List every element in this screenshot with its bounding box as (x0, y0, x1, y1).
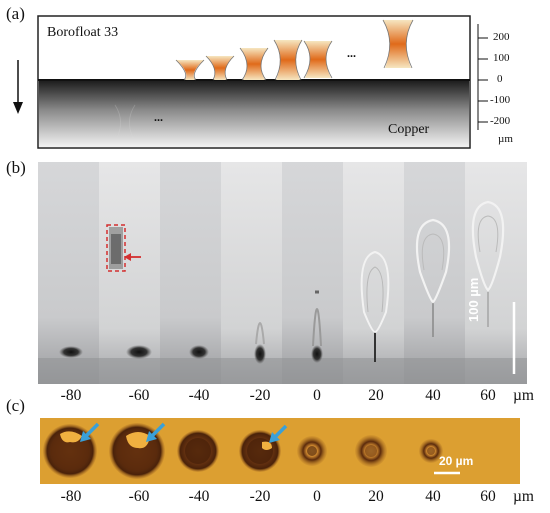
focus-beam (303, 40, 333, 79)
blue-arrow (146, 422, 166, 442)
position-label: -20 (249, 387, 271, 404)
panel-b-label: (b) (6, 158, 26, 177)
position-label: 60 (480, 488, 496, 505)
unit-label: µm (513, 488, 534, 505)
position-label: 60 (480, 387, 496, 404)
position-label: 20 (368, 387, 384, 404)
unit-label: µm (513, 387, 534, 404)
panel-a-diagram (13, 15, 488, 149)
damage-site (254, 322, 266, 364)
damage-site (471, 200, 505, 327)
position-label: -60 (128, 488, 150, 505)
scale-tick-label: 200 (493, 31, 510, 43)
damage-site (415, 218, 451, 337)
direction-arrowhead (13, 102, 23, 114)
focus-beam-faint (114, 104, 136, 139)
ellipsis-top: ... (347, 46, 356, 60)
scale-bar-c-label: 20 µm (439, 454, 474, 468)
damage-site (311, 290, 323, 363)
damage-site (126, 345, 152, 359)
scale-tick-label: -200 (490, 115, 511, 127)
blue-arrow (269, 424, 288, 443)
top-material-label: Borofloat 33 (47, 25, 119, 40)
focus-beam (239, 47, 269, 81)
position-label: -60 (128, 387, 150, 404)
crater-spot (419, 439, 443, 463)
scale-unit-label: µm (498, 133, 513, 145)
ellipsis-bottom: ... (154, 110, 163, 124)
position-label: -80 (60, 488, 82, 505)
copper-region (39, 80, 469, 147)
panel-b-micrograph (38, 162, 527, 384)
blue-arrow (80, 422, 100, 442)
scale-bar-b-label: 100 µm (466, 277, 481, 322)
scale-tick-label: 100 (493, 52, 510, 64)
crater-spot (355, 435, 387, 467)
scale-tick-label: -100 (490, 94, 511, 106)
position-label: 40 (425, 488, 441, 505)
panel-a-label: (a) (6, 4, 25, 23)
scale-tick-label: 0 (497, 73, 503, 85)
damage-site (59, 346, 83, 358)
position-label: 20 (368, 488, 384, 505)
position-label: -40 (188, 488, 210, 505)
highlight-box-outline (106, 224, 126, 272)
focus-beam (205, 55, 235, 81)
focus-beam (273, 39, 303, 81)
panel-c-label: (c) (6, 396, 25, 415)
damage-site (189, 345, 209, 359)
panel-c-micrograph (40, 418, 520, 484)
bottom-material-label: Copper (388, 122, 430, 137)
crater-spot (297, 436, 327, 466)
focus-beam (175, 59, 205, 81)
position-label: 0 (313, 488, 321, 505)
position-label: -20 (249, 488, 271, 505)
damage-site (360, 250, 390, 362)
position-label: -40 (188, 387, 210, 404)
position-label: 40 (425, 387, 441, 404)
position-label: 0 (313, 387, 321, 404)
position-label: -80 (60, 387, 82, 404)
focus-beam (382, 19, 414, 69)
crater-spot (177, 430, 219, 472)
